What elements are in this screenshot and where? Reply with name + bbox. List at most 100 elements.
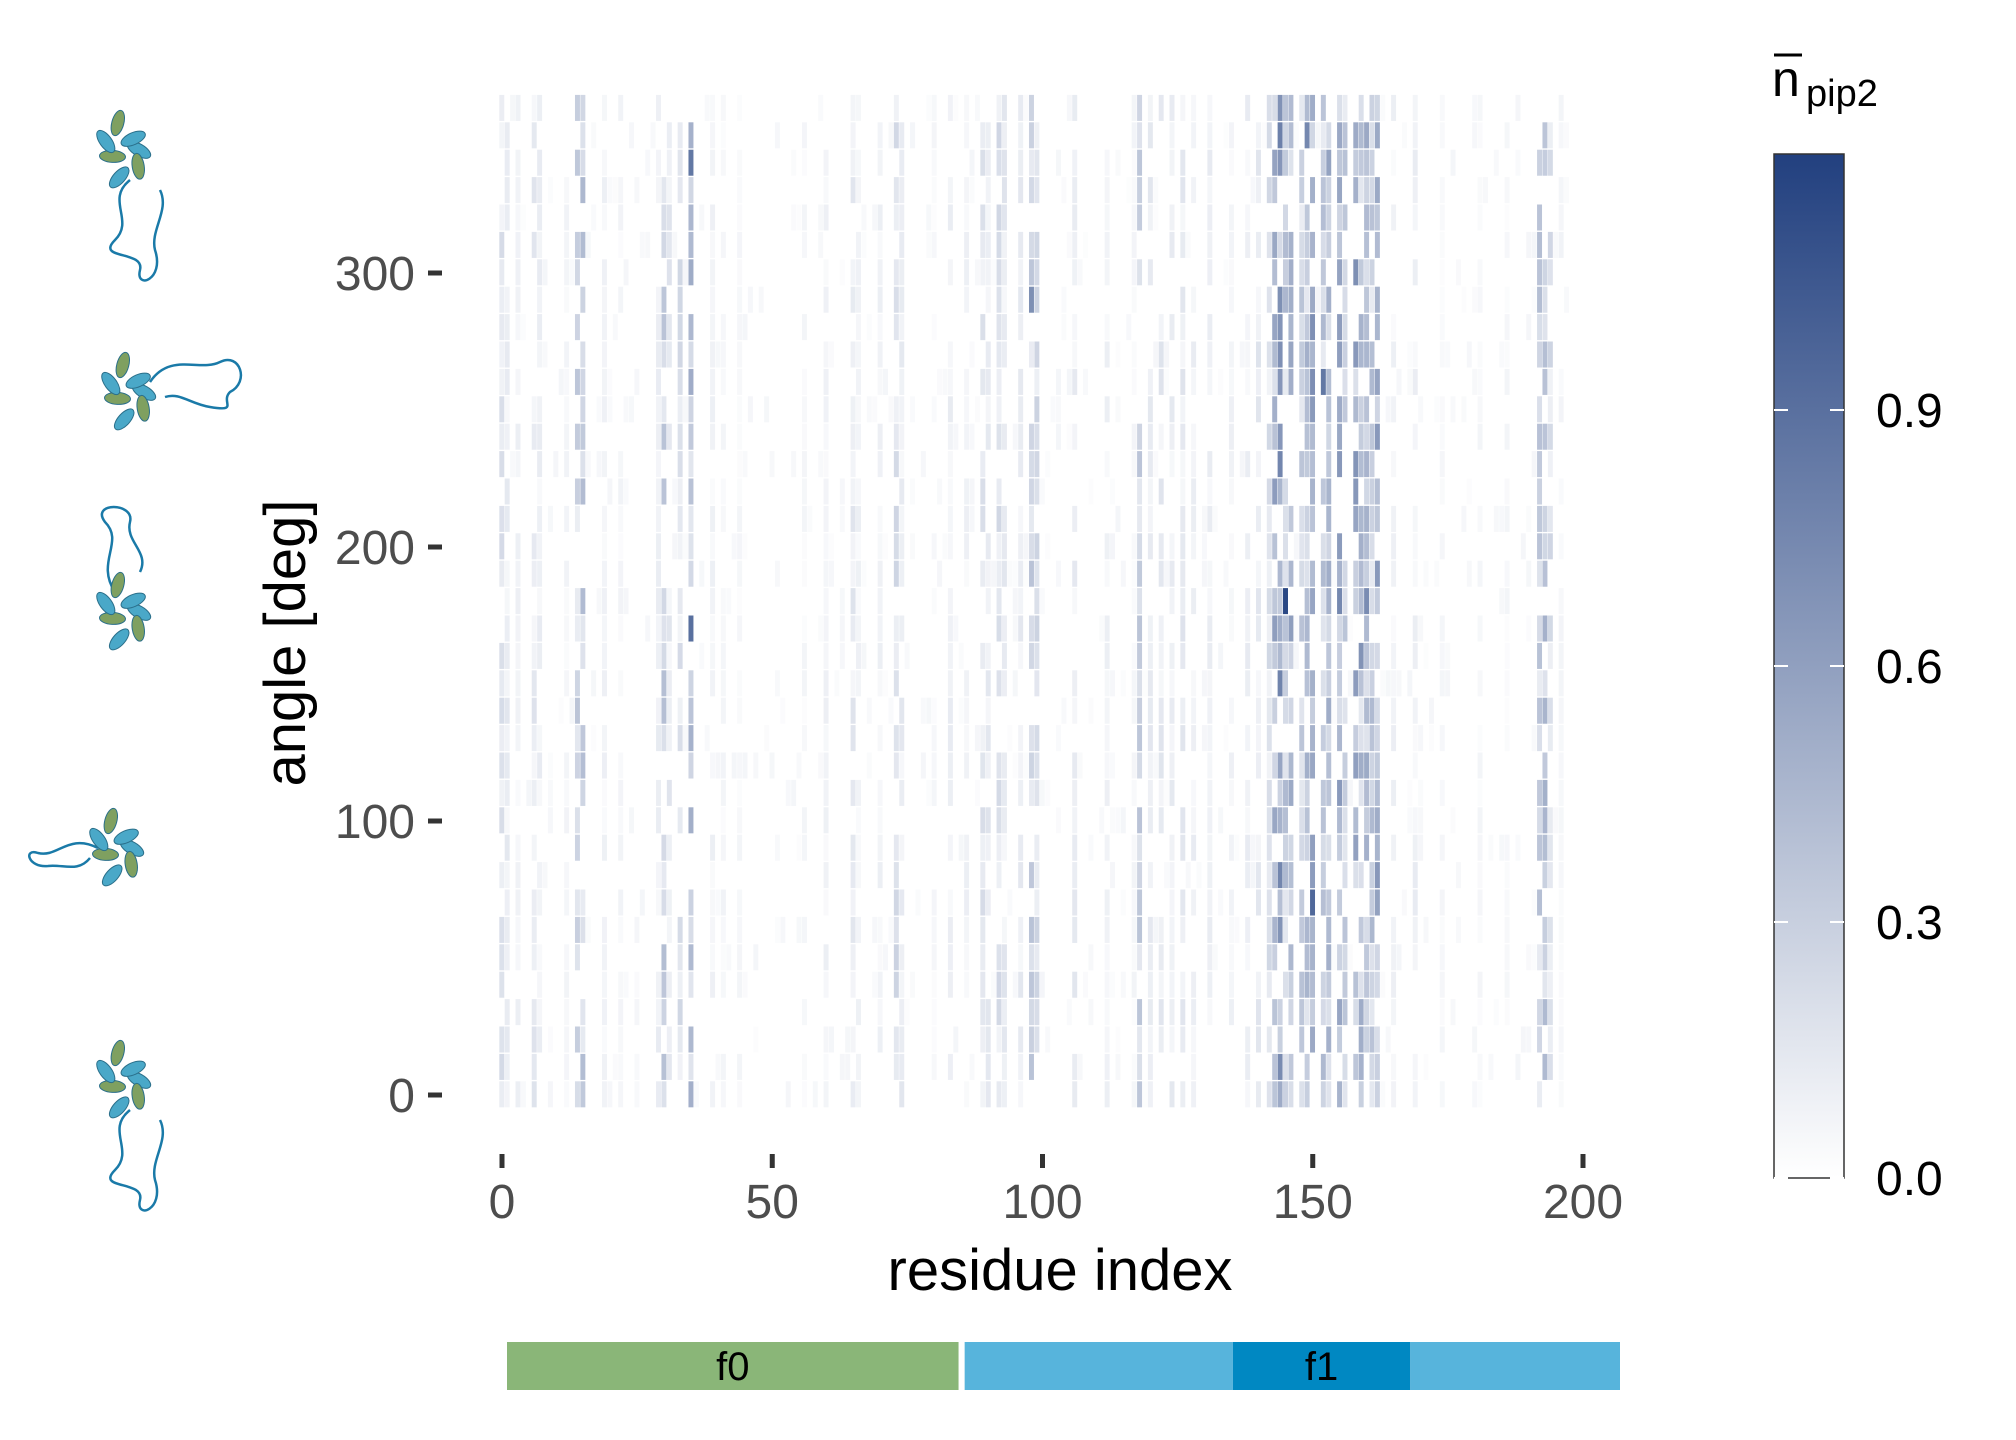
heatmap-cell: [910, 122, 916, 149]
heatmap-cell: [661, 615, 667, 642]
heatmap-cell: [531, 615, 537, 642]
heatmap-cell: [1147, 423, 1153, 450]
heatmap-cell: [1034, 642, 1040, 669]
heatmap-cell: [607, 368, 613, 395]
heatmap-cell: [1445, 670, 1451, 697]
heatmap-cell: [1104, 1081, 1110, 1108]
heatmap-cell: [1407, 807, 1413, 834]
heatmap-cell: [612, 177, 618, 204]
heatmap-cell: [1131, 944, 1137, 971]
heatmap-cell: [1180, 725, 1186, 752]
heatmap-cell: [656, 396, 662, 423]
heatmap-cell: [942, 368, 948, 395]
heatmap-cell: [839, 259, 845, 286]
heatmap-cell: [1299, 971, 1305, 998]
heatmap-cell: [1228, 149, 1234, 176]
heatmap-cell: [1547, 533, 1553, 560]
heatmap-cell: [601, 642, 607, 669]
heatmap-cell: [964, 560, 970, 587]
heatmap-cell: [974, 396, 980, 423]
heatmap-cell: [1477, 259, 1483, 286]
heatmap-cell: [1364, 944, 1370, 971]
heatmap-cell: [677, 451, 683, 478]
heatmap-cell: [504, 588, 510, 615]
heatmap-cell: [1012, 560, 1018, 587]
heatmap-cell: [737, 697, 743, 724]
heatmap-cell: [1439, 642, 1445, 669]
heatmap-cell: [580, 177, 586, 204]
heatmap-cell: [1158, 670, 1164, 697]
heatmap-cell: [677, 368, 683, 395]
heatmap-cell: [1234, 916, 1240, 943]
heatmap-cell: [1256, 122, 1261, 149]
heatmap-cell: [1180, 588, 1186, 615]
heatmap-cell: [1412, 697, 1418, 724]
heatmap-cell: [1223, 259, 1229, 286]
heatmap-cell: [737, 286, 743, 313]
heatmap-cell: [1277, 862, 1283, 889]
heatmap-cell: [1207, 971, 1213, 998]
heatmap-cell: [1477, 423, 1483, 450]
helix-ribbon: [96, 591, 116, 616]
heatmap-cell: [947, 505, 953, 532]
heatmap-cell: [1153, 752, 1159, 779]
heatmap-cell: [656, 642, 662, 669]
heatmap-cell: [1537, 615, 1543, 642]
heatmap-cell: [1504, 588, 1510, 615]
heatmap-cell: [504, 1026, 510, 1053]
heatmap-cell: [823, 944, 829, 971]
heatmap-cell: [877, 149, 883, 176]
heatmap-cell: [1477, 834, 1483, 861]
heatmap-cell: [791, 204, 797, 231]
heatmap-cell: [839, 588, 845, 615]
heatmap-cell: [1450, 999, 1456, 1026]
heatmap-cell: [1104, 752, 1110, 779]
heatmap-cell: [1315, 286, 1321, 313]
heatmap-cell: [1147, 944, 1153, 971]
heatmap-cell: [1358, 916, 1364, 943]
heatmap-cell: [1358, 779, 1364, 806]
heatmap-cell: [1158, 314, 1164, 341]
heatmap-cell: [1342, 971, 1348, 998]
heatmap-cell: [1439, 916, 1445, 943]
heatmap-cell: [672, 533, 678, 560]
heatmap-cell: [1547, 615, 1553, 642]
heatmap-cell: [1547, 999, 1553, 1026]
heatmap-cell: [699, 642, 705, 669]
heatmap-cell: [737, 423, 743, 450]
helix-ribbon: [108, 1096, 130, 1119]
heatmap-cell: [856, 834, 861, 861]
heatmap-cell: [931, 999, 937, 1026]
heatmap-cell: [1147, 505, 1153, 532]
heatmap-cell: [1439, 423, 1445, 450]
heatmap-cell: [1299, 341, 1305, 368]
heatmap-cell: [710, 642, 716, 669]
heatmap-cell: [1137, 478, 1143, 505]
heatmap-cell: [1272, 862, 1278, 889]
heatmap-cell: [1288, 944, 1294, 971]
heatmap-cell: [1272, 999, 1278, 1026]
heatmap-cell: [1412, 423, 1418, 450]
heatmap-cell: [1169, 697, 1175, 724]
heatmap-cell: [601, 560, 607, 587]
heatmap-cell: [1439, 889, 1445, 916]
heatmap-cell: [1131, 149, 1137, 176]
heatmap-cell: [558, 368, 564, 395]
heatmap-cell: [1304, 396, 1310, 423]
heatmap-cell: [856, 670, 861, 697]
heatmap-cell: [931, 752, 937, 779]
heatmap-cell: [996, 94, 1002, 121]
heatmap-cell: [688, 505, 694, 532]
heatmap-cell: [547, 779, 553, 806]
heatmap-cell: [996, 533, 1002, 560]
heatmap-cell: [601, 588, 607, 615]
heatmap-cell: [537, 396, 543, 423]
heatmap-cell: [1337, 396, 1343, 423]
heatmap-cell: [1353, 368, 1359, 395]
heatmap-cell: [596, 588, 602, 615]
heatmap-cell: [1391, 533, 1397, 560]
heatmap-cell: [499, 286, 505, 313]
heatmap-cell: [515, 368, 521, 395]
heatmap-cell: [537, 314, 543, 341]
heatmap-cell: [580, 916, 586, 943]
